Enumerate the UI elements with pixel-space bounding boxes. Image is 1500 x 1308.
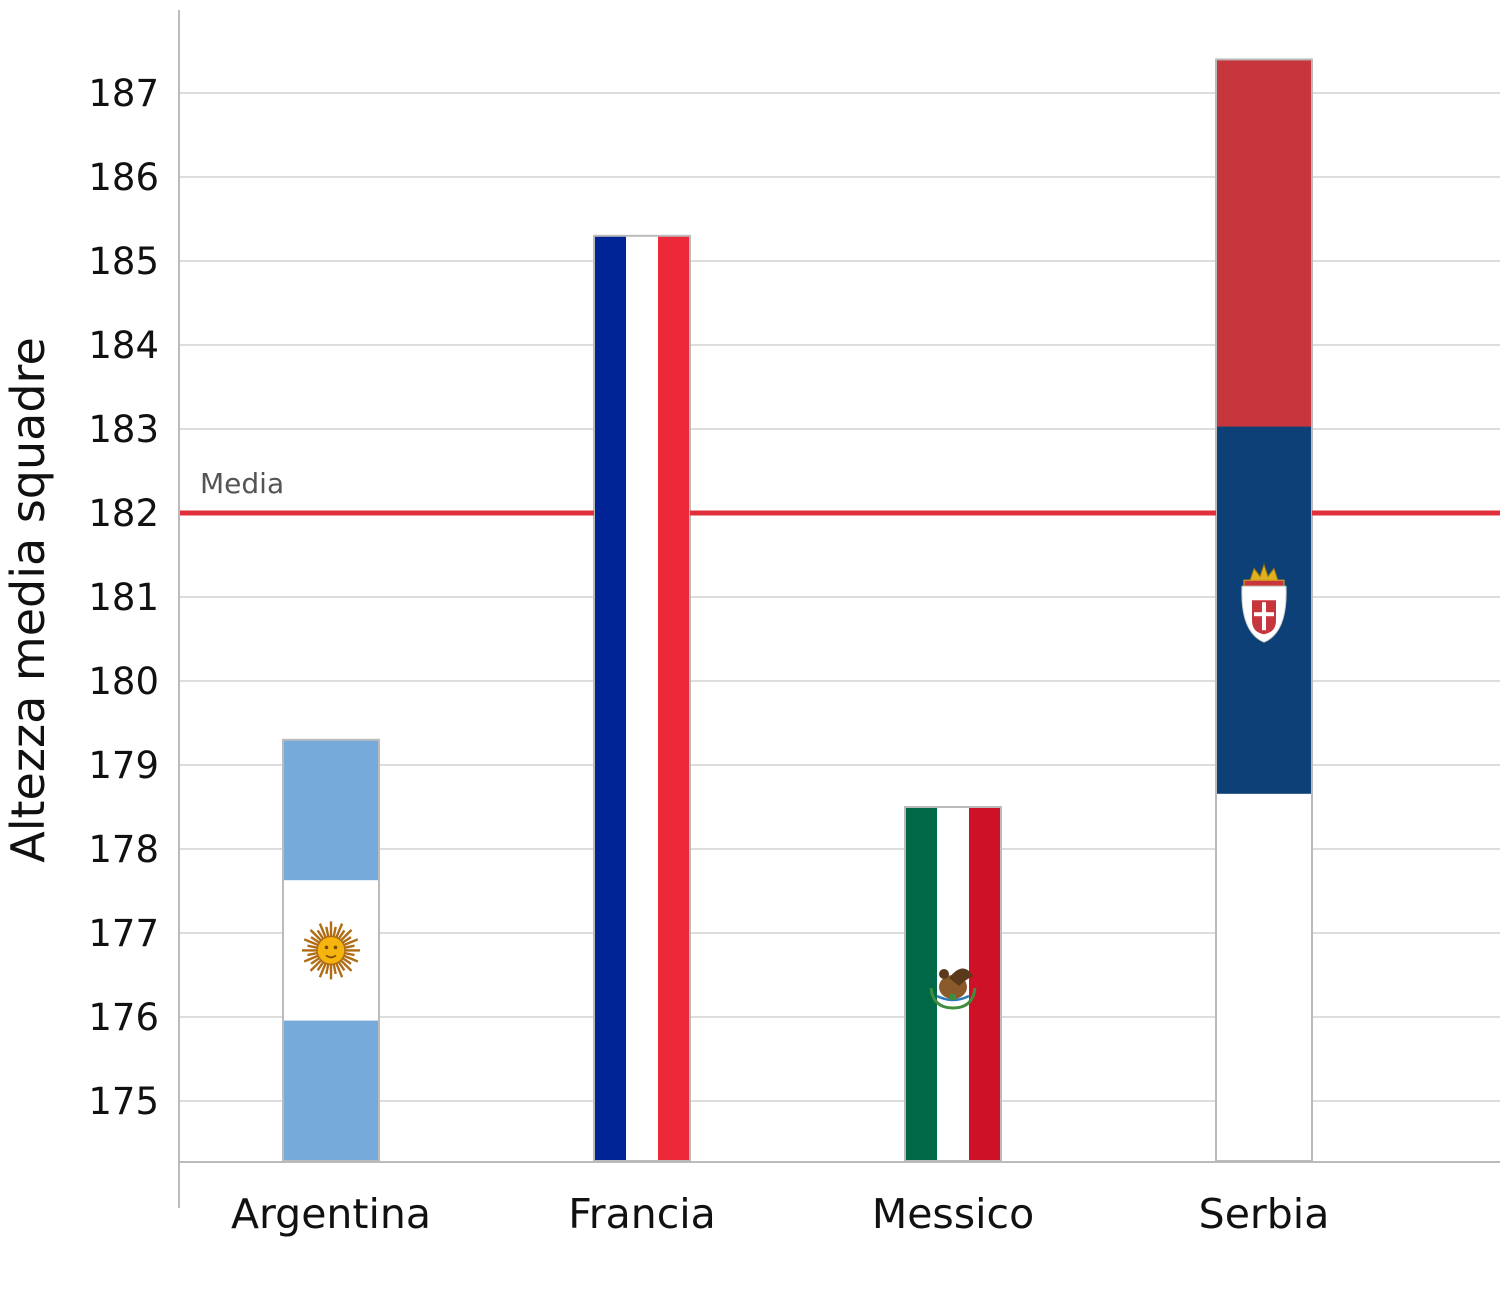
sun-ray (325, 926, 330, 937)
sun-ray (310, 957, 321, 965)
sun-icon (302, 921, 360, 980)
bar-messico (904, 806, 1002, 1162)
sun-ray (318, 962, 327, 978)
axes (178, 10, 1500, 1208)
eagle-head (939, 969, 949, 979)
y-tick-label: 181 (88, 576, 159, 619)
y-tick-labels: 175 176 177 178 179 180 181 182 183 184 185 186 187 (88, 72, 159, 1123)
sun-disc (316, 935, 346, 966)
mantle (1243, 579, 1285, 587)
bar-serbia (1215, 58, 1313, 1162)
bar-stripe (905, 807, 938, 1161)
y-tick-label: 183 (88, 408, 159, 451)
bar-francia (593, 234, 691, 1163)
wreath (929, 987, 977, 1010)
y-tick-label: 178 (88, 828, 159, 871)
sun-eye (324, 945, 329, 950)
sun-ray (307, 944, 318, 949)
cactus (950, 994, 956, 1000)
y-tick-label: 185 (88, 240, 159, 283)
sun-ray (310, 936, 321, 944)
sun-ray (335, 923, 344, 938)
bar-stripe (283, 1020, 379, 1162)
sun-ray (303, 938, 319, 947)
eagle-icon (929, 968, 977, 1010)
x-tick-labels: Argentina Francia Messico Serbia (231, 1190, 1329, 1238)
bar-stripe (969, 807, 1002, 1161)
sun-ray (335, 962, 344, 978)
x-tick-label: Francia (568, 1190, 716, 1238)
cross-horizontal (1254, 612, 1274, 617)
sun-ray (344, 944, 355, 949)
bar-stripe (1216, 793, 1312, 1162)
sun-ray (343, 938, 359, 947)
bar-argentina (282, 738, 380, 1162)
bar-stripe (626, 235, 659, 1162)
y-tick-label: 186 (88, 156, 159, 199)
bar-stripe (1216, 59, 1312, 428)
x-tick-label: Serbia (1199, 1190, 1330, 1238)
sun-ray (337, 961, 346, 972)
reference-line-label: Media (200, 467, 284, 500)
y-tick-label: 175 (88, 1080, 159, 1123)
sun-ray (316, 929, 325, 940)
sun-ray (303, 954, 319, 963)
sun-ray (340, 929, 353, 942)
sun-ray (332, 926, 337, 937)
bar-stripe (283, 739, 379, 881)
sun-ray (340, 959, 353, 972)
bars (282, 58, 1313, 1163)
y-tick-label: 180 (88, 660, 159, 703)
sun-ray (325, 963, 330, 975)
y-tick-label: 179 (88, 744, 159, 787)
sun-ray (344, 951, 355, 957)
crown (1249, 562, 1279, 581)
sun-ray (341, 936, 352, 944)
sun-ray (337, 929, 346, 940)
sun-ray (316, 961, 325, 972)
coat-of-arms-icon (1241, 562, 1287, 643)
sun-eye (333, 945, 338, 950)
reference-line-group: Media (179, 467, 1500, 516)
sun-ray (309, 959, 322, 972)
x-tick-label: Argentina (231, 1190, 431, 1238)
sun-ray (309, 929, 322, 942)
sun-ray (307, 951, 318, 957)
y-tick-label: 176 (88, 996, 159, 1039)
sun-ray (318, 923, 327, 938)
sun-mouth (325, 954, 337, 959)
y-tick-label: 177 (88, 912, 159, 955)
bar-stripe (658, 235, 691, 1162)
bar-stripe (594, 235, 627, 1162)
sun-ray (341, 957, 352, 965)
y-axis-label: Altezza media squadre (1, 337, 55, 863)
sun-ray (332, 963, 337, 975)
x-tick-label: Messico (872, 1190, 1034, 1238)
y-tick-label: 187 (88, 72, 159, 115)
y-tick-label: 184 (88, 324, 159, 367)
sun-ray (343, 954, 359, 963)
eagle-wing (949, 968, 973, 986)
y-tick-label: 182 (88, 492, 159, 535)
